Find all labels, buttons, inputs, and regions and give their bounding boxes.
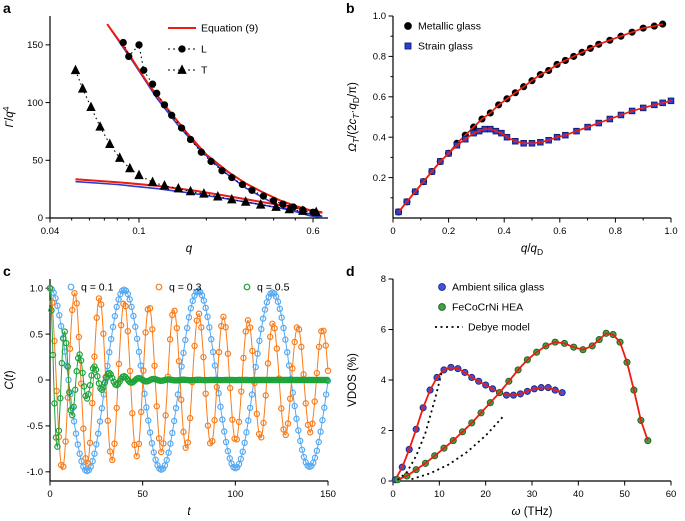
chart-b: 0 0.2 0.4 0.6 0.8 1.0 0.2 0.4 0.6 0.8 1.0 q/qD ΩT/(2… [347,11,678,257]
panel-a-label: a [3,0,11,16]
panel-c: c 0 50 100 150 -1.0 -0.5 0 0.5 1.0 t C(t) q = 0.1 q … [0,263,342,521]
svg-text:Ambient silica glass: Ambient silica glass [452,282,544,294]
svg-text:6: 6 [381,325,386,336]
svg-text:150: 150 [320,489,336,500]
chart-c: 0 50 100 150 -1.0 -0.5 0 0.5 1.0 t C(t) q = 0.1 q = … [4,279,336,518]
svg-text:0: 0 [38,375,43,386]
svg-text:50: 50 [137,489,148,500]
svg-text:0.5: 0.5 [30,329,43,340]
svg-text:8: 8 [381,274,386,285]
svg-text:C(t): C(t) [4,370,16,389]
svg-text:1.0: 1.0 [373,11,386,22]
panel-d: d 0 10 20 30 40 50 60 0 2 4 6 8 ω (THz) VDOS (%) Ambie… [343,263,685,521]
svg-text:Debye model: Debye model [468,322,530,334]
svg-text:0.8: 0.8 [373,52,386,63]
panel-d-label: d [346,263,355,279]
svg-text:40: 40 [573,489,584,500]
svg-text:50: 50 [32,155,43,166]
svg-text:0: 0 [390,489,395,500]
chart-d: 0 10 20 30 40 50 60 0 2 4 6 8 ω (THz) VDOS (%) Ambient… [347,274,677,518]
svg-text:Strain glass: Strain glass [418,41,473,53]
svg-text:t: t [187,506,191,518]
svg-text:Equation (9): Equation (9) [201,23,258,35]
svg-text:4: 4 [381,375,386,386]
svg-text:q: q [186,243,193,255]
svg-text:FeCoCrNi HEA: FeCoCrNi HEA [452,302,523,314]
svg-text:ω (THz): ω (THz) [512,506,553,518]
svg-text:0.2: 0.2 [442,226,455,237]
svg-text:0.8: 0.8 [609,226,622,237]
svg-text:T: T [201,65,208,77]
svg-text:q = 0.3: q = 0.3 [169,282,202,294]
svg-text:60: 60 [666,489,677,500]
panel-b-label: b [346,0,355,16]
svg-text:150: 150 [27,40,43,51]
svg-text:VDOS (%): VDOS (%) [347,353,359,407]
svg-text:50: 50 [619,489,630,500]
chart-a: 0.04 0.1 0.6 0 50 100 150 q Γ/q4 Equation (9) LT [1,16,328,255]
svg-text:100: 100 [227,489,243,500]
svg-text:20: 20 [480,489,491,500]
svg-text:1.0: 1.0 [30,283,43,294]
svg-text:0: 0 [47,489,52,500]
svg-text:0.4: 0.4 [373,132,386,143]
svg-text:Γ/q4: Γ/q4 [1,106,16,127]
svg-text:0: 0 [38,213,43,224]
svg-text:ΩT/(2cT·qD/π): ΩT/(2cT·qD/π) [347,82,361,152]
svg-text:0: 0 [381,476,386,487]
panel-c-label: c [3,263,11,279]
svg-text:0.6: 0.6 [306,226,319,237]
svg-text:0.6: 0.6 [373,92,386,103]
panel-a: a 0.04 0.1 0.6 0 50 100 150 q Γ/q4 Equation (9) L T [0,0,342,258]
svg-text:-1.0: -1.0 [27,467,43,478]
svg-text:10: 10 [434,489,445,500]
svg-text:Metallic glass: Metallic glass [418,21,481,33]
svg-text:0.04: 0.04 [41,226,60,237]
svg-text:0.2: 0.2 [373,173,386,184]
svg-text:2: 2 [381,426,386,437]
svg-text:q/qD: q/qD [521,243,543,257]
svg-text:0.4: 0.4 [498,226,511,237]
svg-text:0: 0 [390,226,395,237]
panel-b: b 0 0.2 0.4 0.6 0.8 1.0 0.2 0.4 0.6 0.8 1.0 q/qD ΩT/… [343,0,685,258]
svg-text:q = 0.1: q = 0.1 [81,282,114,294]
svg-text:1.0: 1.0 [664,226,677,237]
svg-text:q = 0.5: q = 0.5 [257,282,290,294]
svg-text:0.1: 0.1 [132,226,145,237]
svg-text:100: 100 [27,98,43,109]
svg-text:30: 30 [527,489,538,500]
svg-text:L: L [201,44,207,56]
svg-text:-0.5: -0.5 [27,421,43,432]
svg-text:0.6: 0.6 [553,226,566,237]
